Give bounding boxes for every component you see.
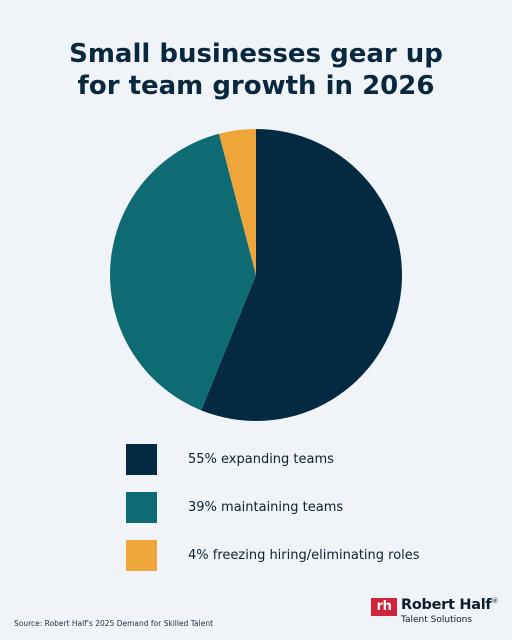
robert-half-logo: rh Robert Half® Talent Solutions [371,596,501,628]
source-note: Source: Robert Half's 2025 Demand for Sk… [14,619,214,628]
legend-label: 55% expanding teams [188,451,334,467]
legend-swatch [126,491,157,523]
chart-title: Small businesses gear up for team growth… [0,38,512,102]
legend-swatch [126,539,157,571]
chart-title-line-2: for team growth in 2026 [77,71,435,101]
chart-title-line-1: Small businesses gear up [69,39,443,69]
logo-tagline: Talent Solutions [401,615,473,625]
pie-slice-0 [201,129,403,421]
legend-item-expanding: 55% expanding teams [126,443,420,475]
pie-slice-2 [218,129,256,275]
legend-swatch [126,443,157,475]
logo-name: Robert Half® [401,597,499,613]
legend-item-maintaining: 39% maintaining teams [126,491,420,523]
legend-item-freezing: 4% freezing hiring/eliminating roles [126,539,420,571]
chart-legend: 55% expanding teams 39% maintaining team… [126,443,420,587]
pie-slice-1 [110,133,256,411]
rh-logo-mark: rh [371,598,397,616]
legend-label: 4% freezing hiring/eliminating roles [188,547,420,563]
legend-label: 39% maintaining teams [188,499,344,515]
